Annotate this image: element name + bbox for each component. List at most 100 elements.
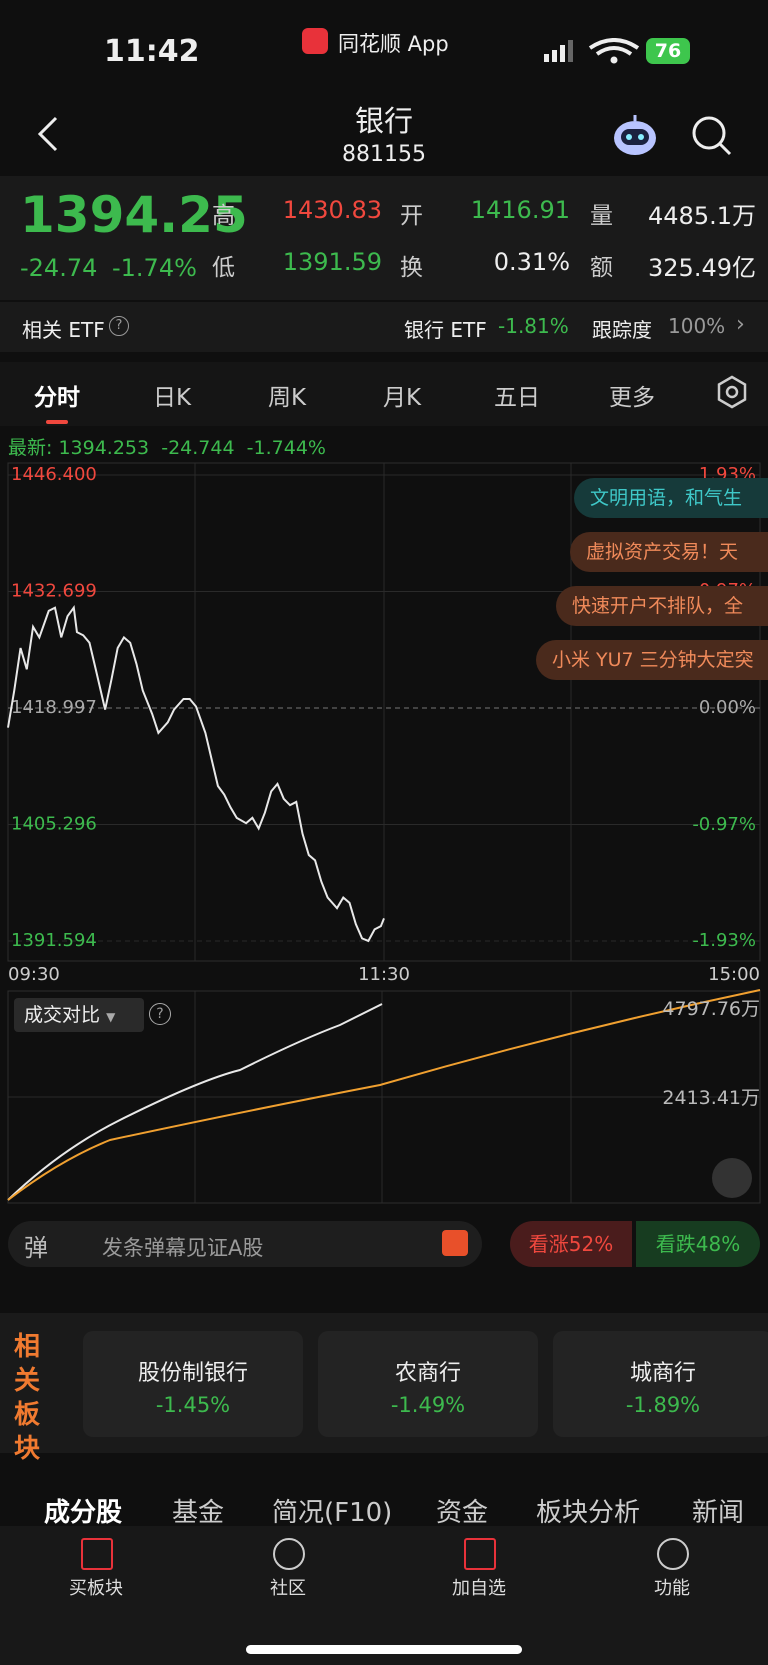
status-time: 11:42: [104, 34, 200, 69]
sector-change: -1.89%: [625, 1393, 701, 1417]
nav-label[interactable]: 功能: [654, 1578, 690, 1599]
section-tab[interactable]: 板块分析: [536, 1498, 641, 1528]
related-title: 相关板块: [14, 1332, 41, 1464]
field-label: 换: [400, 255, 423, 281]
comment-placeholder: 发条弹幕见证A股: [102, 1236, 264, 1260]
y-tick-label: 1432.699: [11, 580, 97, 601]
field-value: 1416.91: [470, 196, 570, 224]
y2-tick-label: -1.93%: [692, 930, 756, 951]
volume-previous: [7, 989, 761, 1201]
period-tab[interactable]: 分时: [34, 385, 80, 411]
field-value: 1391.59: [282, 248, 382, 276]
tab-underline: [46, 420, 68, 424]
field-value: 0.31%: [493, 248, 570, 276]
x-tick-label: 11:30: [358, 964, 410, 985]
back-button[interactable]: [34, 114, 64, 154]
bottom-nav: [0, 1526, 768, 1665]
field-value: 1430.83: [282, 196, 382, 224]
nav-icon[interactable]: [81, 1538, 113, 1570]
sector-name: 股份制银行: [137, 1361, 248, 1386]
y-tick-label: 1405.296: [11, 813, 97, 834]
field-label: 量: [590, 203, 613, 229]
etf-change: -1.81%: [498, 314, 569, 338]
danmaku-bubble: 虚拟资产交易！天: [570, 532, 768, 572]
quote-panel: [0, 176, 768, 300]
danmaku-bubble: 快速开户不排队，全: [556, 586, 768, 626]
section-tab[interactable]: 新闻: [692, 1498, 745, 1528]
volume-mid: 2413.41万: [662, 1087, 760, 1109]
sector-card[interactable]: 农商行 -1.49%: [318, 1331, 538, 1437]
section-tab[interactable]: 简况(F10): [272, 1498, 393, 1528]
period-tab[interactable]: 五日: [494, 385, 540, 411]
latest-label: 最新:: [8, 437, 53, 459]
sector-name: 农商行: [394, 1361, 461, 1386]
tracking-value: 100%: [668, 314, 726, 338]
section-tab[interactable]: 成分股: [44, 1498, 123, 1528]
header-code: 881155: [342, 142, 426, 167]
sector-card[interactable]: 城商行 -1.89%: [553, 1331, 768, 1437]
header-title: 银行: [354, 104, 413, 138]
price-change-pct: -1.74%: [112, 254, 197, 282]
bear-button[interactable]: 看跌48%: [636, 1221, 760, 1267]
volume-selector[interactable]: 成交对比 ▼: [14, 998, 144, 1032]
price-line: [7, 605, 385, 943]
settings-icon[interactable]: [714, 374, 750, 410]
latest-price: 1394.253: [58, 437, 150, 459]
volume-max: 4797.76万: [662, 998, 760, 1020]
x-tick-label: 09:30: [8, 964, 60, 985]
period-tab[interactable]: 更多: [609, 385, 655, 411]
nav-icon[interactable]: [273, 1538, 305, 1570]
nav-label[interactable]: 社区: [270, 1578, 306, 1599]
danmaku-bubble: 小米 YU7 三分钟大定突: [536, 640, 768, 680]
expand-button[interactable]: [712, 1158, 752, 1198]
battery: 76: [646, 38, 690, 64]
comment-icon: 弹: [24, 1234, 48, 1262]
last-price: 1394.25: [20, 186, 248, 244]
section-tab[interactable]: 基金: [172, 1498, 225, 1528]
volume-today: [7, 1003, 383, 1201]
period-tab[interactable]: 日K: [152, 385, 192, 411]
section-tab[interactable]: 资金: [436, 1498, 489, 1528]
latest-line: 最新: 1394.253 -24.744 -1.744%: [8, 433, 326, 460]
field-label: 开: [400, 203, 423, 229]
status-app: 同花顺 App: [338, 32, 449, 56]
latest-change-pct: -1.744%: [246, 437, 326, 459]
chevron: ›: [736, 312, 745, 337]
y2-tick-label: 0.00%: [699, 697, 756, 718]
etf-name: 银行 ETF: [404, 318, 487, 342]
y-tick-label: 1446.400: [11, 464, 97, 485]
sector-change: -1.45%: [155, 1393, 231, 1417]
field-label: 额: [590, 255, 613, 281]
y-tick-label: 1418.997: [11, 697, 97, 718]
field-value: 325.49亿: [648, 254, 756, 282]
comment-input[interactable]: [8, 1221, 482, 1267]
field-label: 低: [212, 255, 235, 281]
period-tabs: [0, 362, 768, 426]
gift-icon[interactable]: [442, 1230, 468, 1256]
etf-label: 相关 ETF: [22, 318, 105, 342]
field-value: 4485.1万: [648, 202, 756, 230]
tracking-label: 跟踪度: [592, 318, 652, 342]
status-icons: [544, 38, 640, 64]
help-icon[interactable]: ?: [109, 316, 129, 336]
volume-selector-label: 成交对比: [24, 1004, 101, 1026]
sector-card[interactable]: 股份制银行 -1.45%: [83, 1331, 303, 1437]
help-icon[interactable]: ?: [149, 1003, 171, 1025]
latest-change: -24.744: [161, 437, 235, 459]
period-tab[interactable]: 月K: [382, 385, 422, 411]
y2-tick-label: -0.97%: [692, 814, 756, 835]
home-indicator: [246, 1645, 522, 1654]
search-icon[interactable]: [690, 114, 734, 158]
assistant-icon[interactable]: [610, 112, 660, 160]
bull-button[interactable]: 看涨52%: [510, 1221, 632, 1267]
sector-name: 城商行: [629, 1361, 696, 1386]
nav-icon[interactable]: [657, 1538, 689, 1570]
nav-icon[interactable]: [464, 1538, 496, 1570]
nav-label[interactable]: 加自选: [452, 1578, 506, 1599]
field-label: 高: [212, 203, 235, 229]
price-change: -24.74: [20, 254, 98, 282]
nav-label[interactable]: 买板块: [69, 1578, 123, 1599]
period-tab[interactable]: 周K: [267, 385, 307, 411]
y-tick-label: 1391.594: [11, 930, 97, 951]
